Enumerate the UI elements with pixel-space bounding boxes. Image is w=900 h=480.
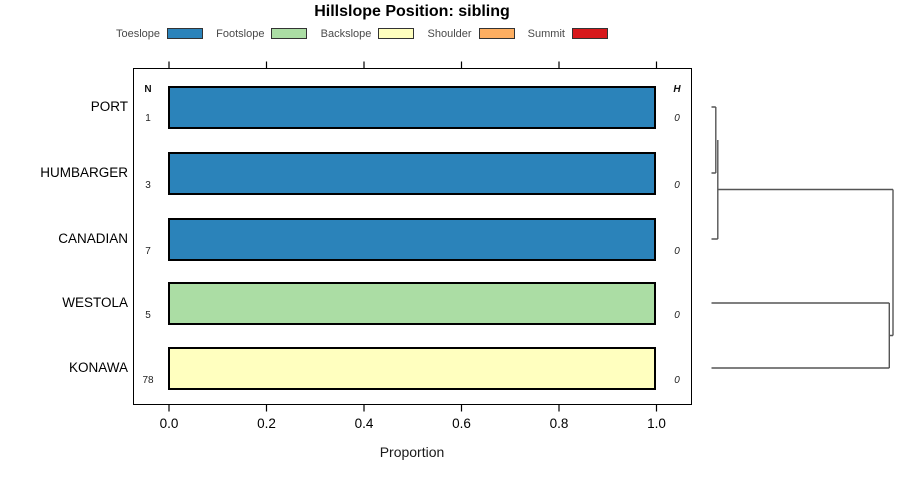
x-tick-label: 0.2 bbox=[257, 416, 276, 431]
h-column-header: H bbox=[673, 84, 681, 95]
row-label-canadian: CANADIAN bbox=[58, 231, 128, 246]
n-value-canadian: 7 bbox=[145, 246, 151, 257]
chart-title: Hillslope Position: sibling bbox=[314, 3, 510, 20]
x-tick-label: 1.0 bbox=[647, 416, 666, 431]
legend-label: Backslope bbox=[320, 27, 372, 40]
footslope-color-swatch bbox=[271, 28, 308, 39]
x-axis-label: Proportion bbox=[379, 444, 445, 460]
bar-konawa bbox=[168, 346, 656, 390]
x-axis-ticks bbox=[168, 61, 658, 412]
row-label-konawa: KONAWA bbox=[68, 360, 128, 375]
bar-humbarger bbox=[168, 151, 656, 195]
legend-item-shoulder: Shoulder bbox=[428, 28, 515, 40]
x-tick-label: 0.0 bbox=[159, 416, 179, 431]
x-tick-label: 0.8 bbox=[549, 416, 569, 431]
legend-label: Shoulder bbox=[427, 27, 472, 40]
x-tick-label: 0.6 bbox=[452, 416, 471, 431]
shoulder-color-swatch bbox=[478, 28, 515, 39]
legend-label: Summit bbox=[527, 27, 565, 40]
x-tick-label: 0.4 bbox=[354, 416, 374, 431]
legend-item-toeslope: Toeslope bbox=[116, 27, 204, 40]
h-value-canadian: 0 bbox=[674, 246, 680, 257]
n-column-header: N bbox=[144, 84, 152, 95]
row-label-port: PORT bbox=[90, 99, 128, 114]
n-value-port: 1 bbox=[145, 113, 151, 124]
legend-label: Toeslope bbox=[116, 27, 161, 40]
legend-item-backslope: Backslope bbox=[321, 28, 415, 40]
n-value-humbarger: 3 bbox=[145, 180, 151, 191]
h-value-humbarger: 0 bbox=[674, 180, 680, 191]
legend: Toeslope Footslope Backslope Shoulder Su… bbox=[116, 26, 608, 41]
legend-item-summit: Summit bbox=[528, 28, 608, 40]
legend-label: Footslope bbox=[216, 27, 265, 40]
n-value-westola: 5 bbox=[145, 310, 151, 321]
h-value-konawa: 0 bbox=[674, 375, 680, 386]
bar-canadian bbox=[168, 217, 656, 261]
bar-westola bbox=[168, 281, 656, 325]
summit-color-swatch bbox=[571, 28, 608, 39]
row-label-humbarger: HUMBARGER bbox=[40, 165, 128, 180]
row-label-westola: WESTOLA bbox=[62, 295, 128, 310]
backslope-color-swatch bbox=[378, 28, 415, 39]
dendrogram bbox=[711, 106, 894, 369]
h-value-westola: 0 bbox=[674, 310, 680, 321]
legend-item-footslope: Footslope bbox=[216, 27, 308, 40]
bar-port bbox=[168, 85, 656, 129]
toeslope-color-swatch bbox=[167, 28, 204, 39]
h-value-port: 0 bbox=[674, 113, 680, 124]
n-value-konawa: 78 bbox=[142, 375, 154, 386]
